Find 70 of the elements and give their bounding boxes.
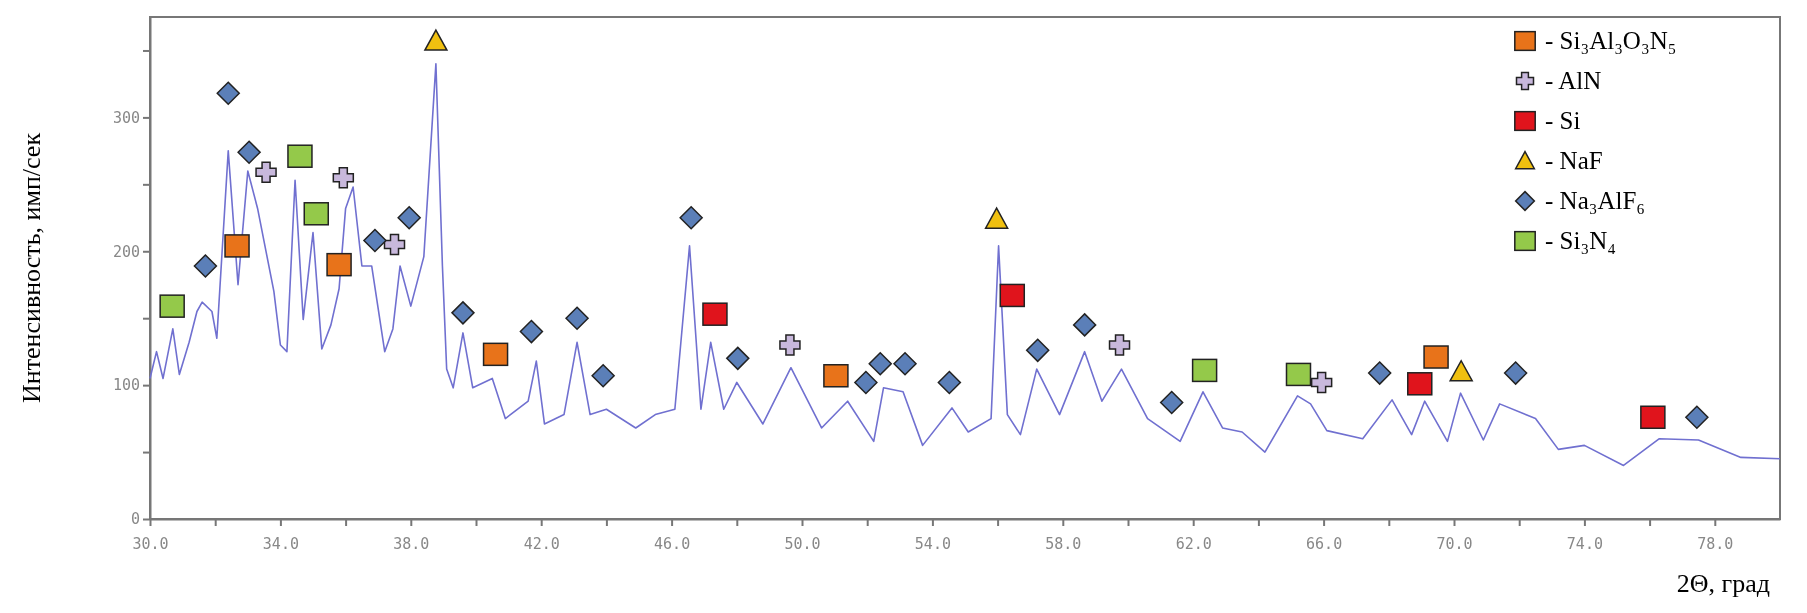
line-series (149, 63, 1781, 467)
point (397, 206, 421, 230)
legend-label: - NaF (1545, 147, 1603, 174)
point (363, 228, 387, 253)
point (1640, 405, 1666, 430)
point (1072, 313, 1097, 337)
x-tick-label: 38.0 (393, 534, 430, 553)
legend-label: - Si (1545, 107, 1581, 134)
point (999, 283, 1026, 308)
point (1159, 390, 1184, 415)
point (1423, 345, 1449, 369)
point (224, 234, 250, 258)
point (937, 370, 962, 395)
point (255, 161, 277, 184)
point (779, 334, 801, 356)
legend-label: - Si₃Al₃O₃N₅ (1545, 27, 1677, 54)
point (451, 301, 475, 325)
y-tick-label: 0 (130, 510, 140, 529)
point (893, 351, 917, 376)
point (1025, 338, 1050, 363)
point (868, 351, 892, 376)
point (702, 302, 728, 326)
x-tick-label: 62.0 (1175, 534, 1212, 553)
point (1685, 405, 1709, 430)
point (1367, 361, 1392, 385)
point (1285, 362, 1312, 387)
y-tick-label: 300 (112, 108, 140, 127)
x-tick-label: 50.0 (784, 534, 821, 553)
point (823, 364, 849, 388)
legend-label: - Si₃N₄ (1545, 227, 1616, 254)
x-axis-title: 2Θ, град (1676, 569, 1770, 598)
point (383, 233, 406, 256)
point (726, 346, 750, 371)
x-tick-label: 46.0 (654, 534, 691, 553)
point (482, 342, 509, 367)
legend-label: - AlN (1545, 67, 1602, 94)
point (193, 254, 218, 278)
point (1310, 371, 1333, 394)
point (984, 207, 1009, 229)
point (216, 81, 240, 106)
x-tick-label: 66.0 (1306, 534, 1343, 553)
legend-label: - Na₃AlF₆ (1545, 187, 1646, 214)
point (565, 306, 589, 330)
point (326, 252, 352, 277)
point (854, 370, 878, 395)
point (1108, 334, 1131, 356)
point (237, 140, 261, 164)
point (424, 29, 448, 51)
y-tick-label: 100 (112, 376, 140, 395)
point (287, 144, 313, 168)
point (1503, 361, 1528, 385)
point (519, 319, 544, 344)
y-axis-title: Интенсивность, имп/сек (17, 132, 46, 404)
y-tick-label: 200 (112, 242, 140, 261)
point (303, 202, 330, 226)
point (591, 364, 615, 388)
point (1449, 360, 1473, 382)
point (679, 206, 703, 230)
point (1407, 372, 1433, 396)
x-tick-label: 70.0 (1436, 534, 1473, 553)
point (1191, 358, 1218, 383)
point (332, 166, 355, 189)
x-tick-label: 58.0 (1045, 534, 1082, 553)
x-tick-label: 30.0 (132, 534, 169, 553)
x-tick-label: 34.0 (262, 534, 299, 553)
x-tick-label: 78.0 (1697, 534, 1734, 553)
x-tick-label: 74.0 (1566, 534, 1603, 553)
x-tick-label: 42.0 (523, 534, 560, 553)
x-tick-label: 54.0 (914, 534, 951, 553)
point (159, 294, 185, 318)
